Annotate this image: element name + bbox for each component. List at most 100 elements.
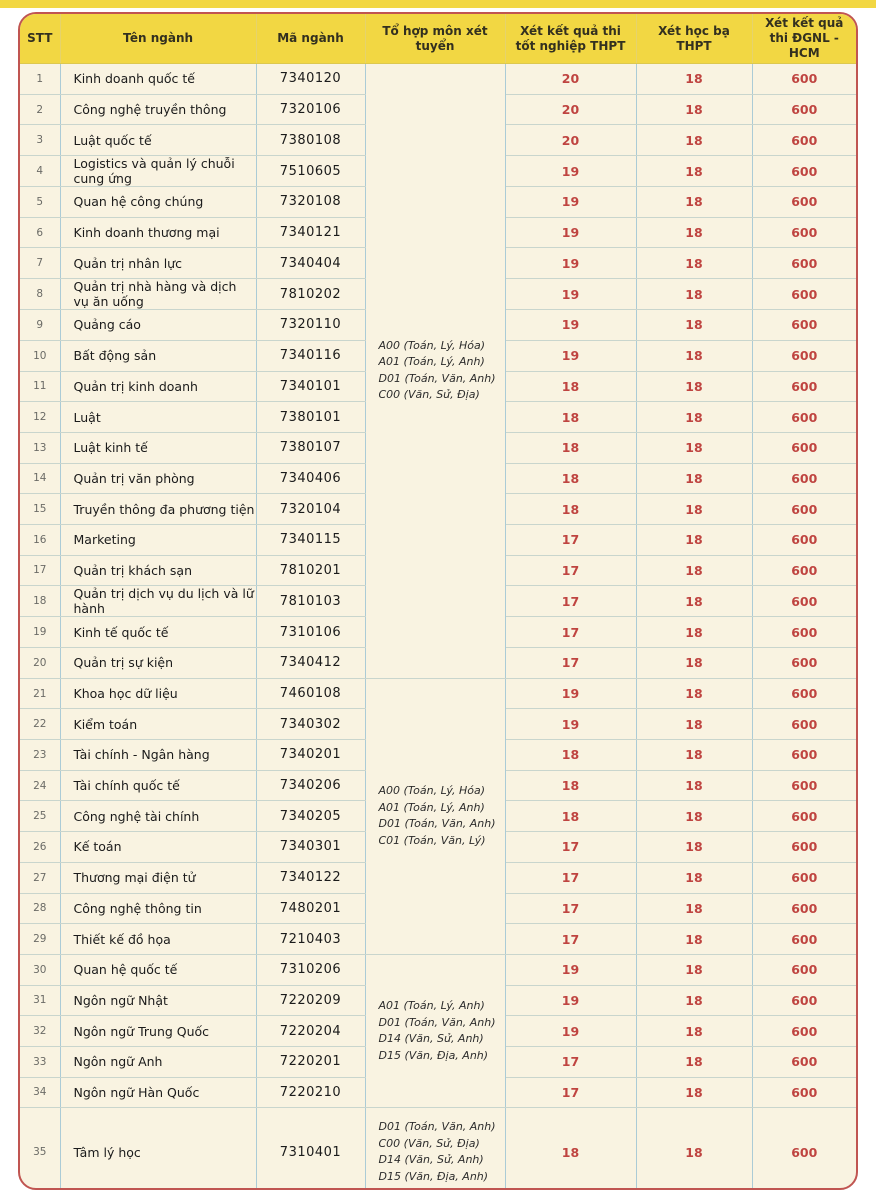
transcript-score: 18 — [636, 985, 753, 1017]
thpt-exam-score: 17 — [505, 831, 637, 863]
transcript-score: 18 — [636, 340, 753, 372]
dgnl-score: 600 — [752, 63, 856, 95]
subject-combination-line: A01 (Toán, Lý, Anh) — [378, 999, 485, 1013]
transcript-score: 18 — [636, 371, 753, 403]
row-number: 26 — [20, 831, 61, 863]
major-name: Ngôn ngữ Hàn Quốc — [60, 1077, 257, 1109]
table-row: 21 Khoa học dữ liệu 7460108 A00 (Toán, Lý, … — [20, 678, 856, 955]
major-code: 7310401 — [256, 1107, 366, 1188]
table-row: 7 Quản trị nhân lực 7340404 19 18 600 — [20, 247, 856, 280]
table-row: 27 Thương mại điện tử 7340122 17 18 600 — [20, 862, 856, 894]
major-code: 7340406 — [256, 463, 366, 495]
row-number: 5 — [20, 186, 61, 218]
table-row: 20 Quản trị sự kiện 7340412 17 18 600 — [20, 647, 856, 679]
table-row: 17 Quản trị khách sạn 7810201 17 18 600 — [20, 555, 856, 587]
major-code: 7380101 — [256, 401, 366, 433]
major-name: Luật kinh tế — [60, 432, 257, 464]
row-number: 30 — [20, 954, 61, 986]
thpt-exam-score: 19 — [505, 340, 637, 372]
table-row: 14 Quản trị văn phòng 7340406 18 18 600 — [20, 463, 856, 495]
row-number: 29 — [20, 923, 61, 955]
dgnl-score: 600 — [752, 647, 856, 679]
thpt-exam-score: 19 — [505, 217, 637, 249]
subject-combination-line: A01 (Toán, Lý, Anh) — [378, 355, 485, 369]
row-number: 35 — [20, 1107, 61, 1188]
major-name: Công nghệ thông tin — [60, 893, 257, 925]
major-name: Kiểm toán — [60, 708, 257, 741]
subject-combination-line: A00 (Toán, Lý, Hóa) — [378, 338, 486, 352]
major-code: 7340116 — [256, 340, 366, 372]
row-number: 17 — [20, 555, 61, 587]
transcript-score: 18 — [636, 524, 753, 556]
transcript-score: 18 — [636, 616, 753, 648]
thpt-exam-score: 18 — [505, 770, 637, 802]
major-code: 7480201 — [256, 893, 366, 925]
dgnl-score: 600 — [752, 585, 856, 618]
table-row: 6 Kinh doanh thương mại 7340121 19 18 600 — [20, 217, 856, 249]
major-code: 7810202 — [256, 278, 366, 311]
major-name: Ngôn ngữ Anh — [60, 1046, 257, 1078]
admission-scores-table-container: STT Tên ngành Mã ngành Tổ hợp môn xét tu… — [18, 12, 858, 1190]
table-row: 4 Logistics và quản lý chuỗi cung ứng 7510… — [20, 155, 856, 188]
dgnl-score: 600 — [752, 1077, 856, 1109]
thpt-exam-score: 17 — [505, 524, 637, 556]
transcript-score: 18 — [636, 1107, 753, 1188]
transcript-score: 18 — [636, 739, 753, 771]
major-code: 7320108 — [256, 186, 366, 218]
dgnl-score: 600 — [752, 94, 856, 126]
row-number: 23 — [20, 739, 61, 771]
row-number: 25 — [20, 800, 61, 833]
row-number: 18 — [20, 585, 61, 618]
dgnl-score: 600 — [752, 524, 856, 556]
transcript-score: 18 — [636, 585, 753, 618]
major-code: 7380107 — [256, 432, 366, 464]
dgnl-score: 600 — [752, 155, 856, 188]
major-code: 7310206 — [256, 954, 366, 986]
row-number: 1 — [20, 63, 61, 95]
col-header-thpt-exam: Xét kết quả thi tốt nghiệp THPT — [505, 14, 637, 64]
dgnl-score: 600 — [752, 923, 856, 955]
table-row: 30 Quan hệ quốc tế 7310206 A01 (Toán, Lý, A… — [20, 954, 856, 1109]
dgnl-score: 600 — [752, 432, 856, 464]
major-name: Tâm lý học — [60, 1107, 257, 1188]
row-number: 13 — [20, 432, 61, 464]
major-name: Kế toán — [60, 831, 257, 863]
dgnl-score: 600 — [752, 1015, 856, 1047]
table-row: 10 Bất động sản 7340116 19 18 600 — [20, 340, 856, 372]
dgnl-score: 600 — [752, 247, 856, 280]
thpt-exam-score: 17 — [505, 585, 637, 618]
row-number: 7 — [20, 247, 61, 280]
table-row: 18 Quản trị dịch vụ du lịch và lữ hành 781… — [20, 585, 856, 618]
major-name: Kinh tế quốc tế — [60, 616, 257, 648]
table-row: 15 Truyền thông đa phương tiện 7320104 18 18… — [20, 493, 856, 525]
table-row: 5 Quan hệ công chúng 7320108 19 18 600 — [20, 186, 856, 218]
header-row: STT Tên ngành Mã ngành Tổ hợp môn xét tu… — [20, 14, 856, 64]
thpt-exam-score: 17 — [505, 555, 637, 587]
major-name: Quản trị kinh doanh — [60, 371, 257, 403]
major-name: Công nghệ tài chính — [60, 800, 257, 833]
thpt-exam-score: 20 — [505, 94, 637, 126]
dgnl-score: 600 — [752, 985, 856, 1017]
thpt-exam-score: 18 — [505, 1107, 637, 1188]
table-row: 33 Ngôn ngữ Anh 7220201 17 18 600 — [20, 1046, 856, 1078]
transcript-score: 18 — [636, 770, 753, 802]
row-number: 15 — [20, 493, 61, 525]
thpt-exam-score: 19 — [505, 278, 637, 311]
transcript-score: 18 — [636, 309, 753, 341]
major-name: Khoa học dữ liệu — [60, 678, 257, 710]
major-code: 7340122 — [256, 862, 366, 894]
row-number: 22 — [20, 708, 61, 741]
dgnl-score: 600 — [752, 954, 856, 986]
major-name: Công nghệ truyền thông — [60, 94, 257, 126]
major-code: 7340206 — [256, 770, 366, 802]
major-name: Logistics và quản lý chuỗi cung ứng — [60, 155, 257, 188]
subject-combination-line: C00 (Văn, Sử, Địa) — [378, 1136, 480, 1150]
table-row: 13 Luật kinh tế 7380107 18 18 600 — [20, 432, 856, 464]
dgnl-score: 600 — [752, 862, 856, 894]
table-row: 11 Quản trị kinh doanh 7340101 18 18 600 — [20, 371, 856, 403]
thpt-exam-score: 18 — [505, 371, 637, 403]
row-number: 2 — [20, 94, 61, 126]
thpt-exam-score: 17 — [505, 1077, 637, 1109]
transcript-score: 18 — [636, 1015, 753, 1047]
row-number: 34 — [20, 1077, 61, 1109]
